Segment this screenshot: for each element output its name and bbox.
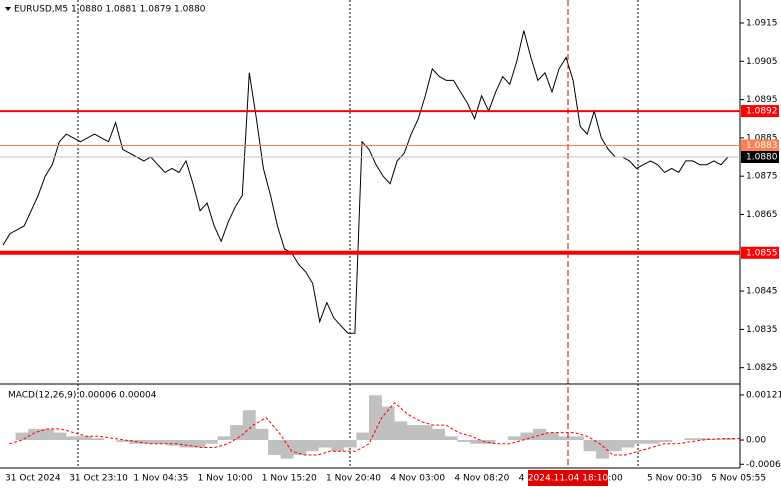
y-tick-label: 1.0825: [746, 363, 778, 373]
price-line: [2, 30, 735, 334]
y-tick-label: 1.0905: [746, 57, 778, 67]
y-tick-label: 1.0885: [746, 133, 778, 143]
y2-tick-label: 0.00121: [746, 390, 781, 400]
macd-bar: [204, 440, 218, 444]
macd-bar: [192, 440, 206, 448]
x-tick-label: 1 Nov 15:20: [262, 474, 317, 484]
level-label-box: [741, 105, 779, 118]
macd-bar: [179, 440, 193, 448]
crosshair-label-box: [528, 470, 608, 486]
macd-bar: [608, 440, 622, 452]
macd-bar: [381, 406, 395, 441]
x-tick-label: 1 Nov 04:35: [133, 474, 188, 484]
macd-bar: [533, 428, 546, 441]
x-tick-label: 4 Nov 03:00: [390, 474, 445, 484]
macd-bar: [293, 440, 307, 455]
x-tick-label: 4 N: [519, 474, 534, 484]
plot-layer: [2, 30, 742, 459]
macd-bar: [154, 440, 168, 444]
macd-bar: [28, 428, 42, 441]
macd-signal: [9, 402, 742, 456]
macd-bar: [709, 438, 723, 441]
macd-bar: [15, 432, 29, 441]
macd-bar: [457, 440, 471, 442]
macd-bar: [570, 436, 584, 441]
macd-bar: [255, 428, 269, 441]
macd-bar: [318, 440, 332, 448]
macd-bar: [141, 440, 155, 444]
macd-bar: [53, 432, 67, 441]
menu-arrow: [5, 7, 11, 11]
x-tick-label: 4 Nov 08:20: [454, 474, 509, 484]
x-tick-label: 19:00: [597, 474, 623, 484]
y-tick-label: 1.0875: [746, 172, 778, 182]
macd-bar: [482, 440, 496, 444]
macd-bar: [331, 440, 345, 452]
y-tick-label: 1.0915: [746, 18, 778, 28]
macd-bar: [78, 436, 92, 441]
level-label-box: [741, 246, 779, 259]
macd-bar: [684, 438, 698, 441]
macd-bar: [66, 436, 80, 441]
level-label: 1.0883: [746, 141, 778, 151]
level-label-box: [741, 151, 779, 164]
macd-bar: [343, 440, 357, 448]
macd-bar: [722, 438, 736, 441]
macd-bar: [545, 432, 559, 441]
macd-bar: [167, 440, 180, 446]
macd-bar: [621, 440, 635, 448]
crosshair-label: 2024.11.04 18:10: [528, 474, 609, 484]
macd-bar: [469, 440, 483, 444]
macd-bar: [305, 440, 319, 452]
macd-bar: [520, 432, 534, 441]
macd-bar: [217, 436, 231, 441]
macd-bar: [230, 425, 244, 441]
macd-bar: [659, 440, 673, 442]
macd-bar: [268, 440, 281, 455]
level-label: 1.0855: [746, 248, 778, 258]
macd-bar: [634, 440, 647, 444]
y2-tick-label: 0.00: [746, 436, 766, 446]
chart-title: EURUSD,M5 1.0880 1.0881 1.0879 1.0880: [14, 5, 206, 15]
macd-bar: [394, 421, 408, 441]
level-label: 1.0892: [746, 107, 778, 117]
macd-bar: [40, 428, 54, 441]
macd-bar: [432, 428, 446, 441]
x-tick-label: 5 Nov 05:55: [711, 474, 766, 484]
macd-bar: [280, 440, 294, 459]
y-tick-label: 1.0865: [746, 210, 778, 220]
level-label: 1.0880: [746, 153, 778, 163]
macd-bar: [116, 440, 130, 442]
y-tick-label: 1.0835: [746, 325, 778, 335]
x-tick-label: 1 Nov 20:40: [326, 474, 381, 484]
x-tick-label: 1 Nov 10:00: [198, 474, 253, 484]
y-tick-label: 1.0845: [746, 287, 778, 297]
macd-bar: [558, 436, 572, 441]
x-tick-label: 31 Oct 2024: [5, 474, 61, 484]
macd-bar: [507, 436, 521, 441]
macd-bar: [242, 410, 256, 441]
macd-bar: [369, 395, 382, 441]
macd-bar: [583, 440, 597, 452]
y-tick-label: 1.0895: [746, 95, 778, 105]
macd-bar: [91, 438, 105, 441]
x-tick-label: 5 Nov 00:30: [647, 474, 702, 484]
macd-title: MACD(12,26,9) 0.00006 0.00004: [8, 391, 157, 401]
macd-bar: [646, 440, 660, 444]
macd-bar: [356, 432, 370, 441]
level-label-box: [741, 139, 779, 152]
macd-bar: [406, 425, 420, 441]
macd-bar: [697, 438, 711, 441]
macd-bar: [444, 436, 458, 441]
macd-bar: [419, 425, 433, 441]
y2-tick-label: -0.00065: [746, 460, 781, 470]
x-tick-label: 31 Oct 23:10: [69, 474, 128, 484]
macd-bar: [596, 440, 610, 459]
